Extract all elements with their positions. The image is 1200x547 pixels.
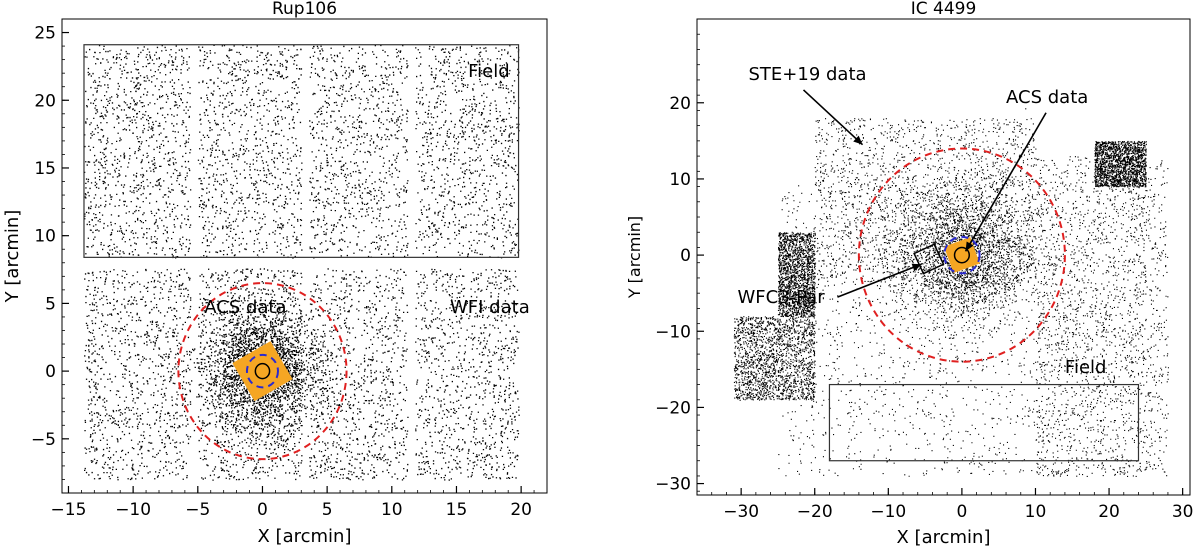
y-tick-label: 25 (34, 24, 56, 44)
axis-ticks: −15 −10 −5 0 5 10 15 20 −5 0 5 10 15 20 25 (31, 18, 548, 520)
label-acs: ACS data (204, 297, 286, 318)
field-region (83, 44, 520, 258)
x-tick-label: 10 (1025, 502, 1047, 522)
x-tick-label: 5 (322, 500, 333, 520)
overlays (83, 44, 520, 461)
x-tick-label: 15 (446, 500, 468, 520)
panel-rup106: −15 −10 −5 0 5 10 15 20 −5 0 5 10 15 20 25 Rup106 X [a… (2, 0, 548, 547)
y-tick-label: −30 (655, 475, 691, 495)
label-field: Field (1065, 357, 1107, 378)
y-tick-label: 10 (34, 227, 56, 247)
label-field: Field (468, 61, 510, 82)
y-tick-label: 15 (34, 159, 56, 179)
plot-frame (696, 18, 1191, 496)
x-tick-label: −15 (51, 500, 87, 520)
x-axis-label: X [arcmin] (897, 527, 991, 547)
y-tick-label: −20 (655, 398, 691, 418)
tidal-radius-circle (177, 282, 348, 461)
x-tick-label: −10 (870, 502, 906, 522)
star-point-cloud (84, 44, 520, 481)
inner-blue-circle (943, 235, 981, 275)
x-tick-label: 20 (510, 500, 532, 520)
chart-title: IC 4499 (911, 0, 977, 19)
label-ste19-arrowhead (853, 135, 863, 145)
star-points (733, 108, 1169, 478)
label-ste19-arrow (802, 89, 864, 146)
x-tick-label: −30 (723, 502, 759, 522)
y-axis-label: Y [arcmin] (2, 210, 23, 304)
x-tick-label: 30 (1172, 502, 1194, 522)
y-tick-label: 20 (669, 94, 691, 114)
chart-title: Rup106 (272, 0, 337, 19)
label-acs: ACS data (1006, 87, 1088, 108)
label-wfc3-arrowhead (911, 263, 922, 272)
x-axis-label: X [arcmin] (258, 526, 352, 547)
core-circle (254, 362, 271, 380)
tidal-radius-circle (857, 147, 1066, 363)
wfc3-par-box (913, 243, 945, 275)
y-tick-label: 0 (680, 246, 691, 266)
inner-blue-circle (245, 353, 279, 389)
plot-frame (61, 18, 548, 494)
star-points (84, 44, 520, 481)
x-tick-label: 0 (257, 500, 268, 520)
y-tick-label: −5 (31, 430, 56, 450)
field-region (828, 383, 1140, 462)
panel-ic4499: −30 −20 −10 0 10 20 30 −30 −20 −10 0 10 20 IC 4499 X… (625, 0, 1193, 547)
label-acs-arrow (964, 112, 1047, 252)
label-wfc3-arrow (837, 263, 922, 298)
x-tick-label: −10 (115, 500, 151, 520)
x-tick-label: 20 (1098, 502, 1120, 522)
y-tick-label: 10 (669, 170, 691, 190)
label-acs-arrowhead (965, 241, 974, 252)
x-tick-label: −5 (185, 500, 210, 520)
x-tick-label: −20 (797, 502, 833, 522)
label-ste19: STE+19 data (749, 64, 867, 85)
y-tick-label: 0 (45, 362, 56, 382)
y-tick-label: 20 (34, 91, 56, 111)
x-tick-label: 10 (381, 500, 403, 520)
star-point-cloud (733, 108, 1169, 478)
acs-footprint (232, 341, 293, 402)
y-tick-label: −10 (655, 322, 691, 342)
core-circle (953, 246, 971, 264)
y-tick-label: 5 (45, 294, 56, 314)
axis-ticks: −30 −20 −10 0 10 20 30 −30 −20 −10 0 10 20 (655, 18, 1194, 522)
label-wfi: WFI data (450, 297, 530, 318)
x-tick-label: 0 (956, 502, 967, 522)
y-axis-label: Y [arcmin] (625, 216, 644, 299)
label-wfc3: WFC3-Par (737, 287, 825, 308)
